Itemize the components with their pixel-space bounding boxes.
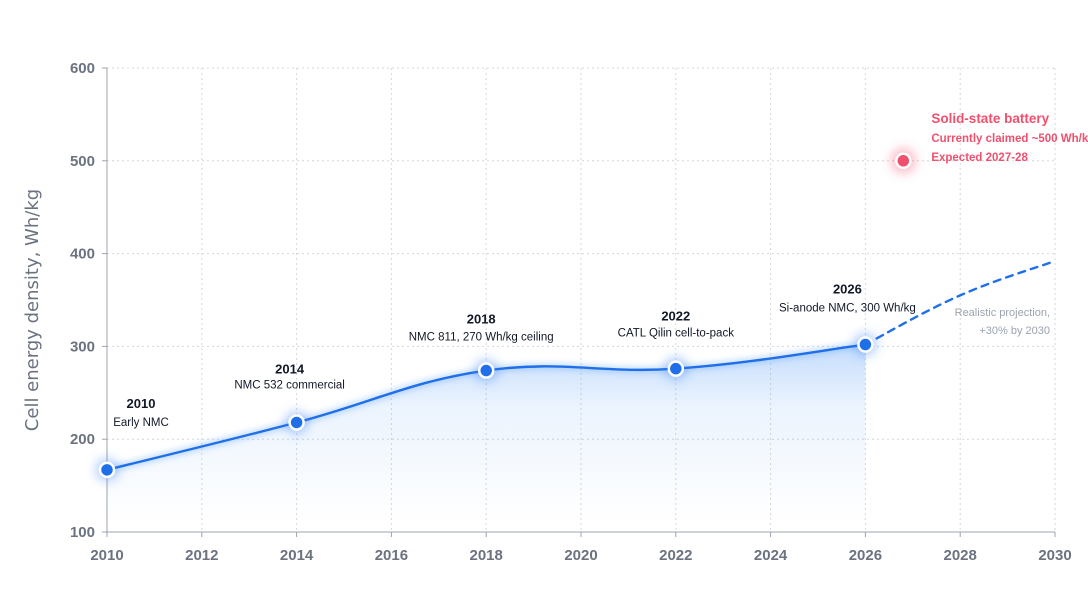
annotation-title: 2022	[661, 309, 690, 324]
x-tick-label: 2010	[90, 547, 123, 564]
annotation-subtitle: NMC 811, 270 Wh/kg ceiling	[409, 332, 554, 344]
y-tick-label: 400	[70, 246, 95, 263]
solid-state-point	[895, 152, 912, 170]
annotation-title: 2010	[127, 396, 156, 411]
y-tick-label: 100	[70, 524, 95, 541]
y-axis-title: Cell energy density, Wh/kg	[22, 189, 43, 431]
annotation-title: 2014	[275, 361, 305, 376]
y-tick-label: 300	[70, 338, 95, 355]
x-tick-label: 2014	[280, 547, 314, 564]
data-point	[477, 362, 495, 379]
annotation-subtitle: Early NMC	[113, 417, 169, 429]
annotations: Solid-state battery Currently claimed ~50…	[113, 111, 1088, 429]
data-point	[288, 414, 305, 431]
x-tick-label: 2018	[470, 547, 503, 564]
series-area	[107, 344, 866, 522]
x-tick-label: 2026	[849, 547, 882, 564]
annotation-title: 2018	[467, 312, 496, 327]
solid-state-title: Solid-state battery	[931, 111, 1049, 126]
annotation-subtitle: Si-anode NMC, 300 Wh/kg	[779, 303, 916, 315]
y-tick-label: 600	[70, 60, 95, 77]
x-tick-label: 2022	[659, 547, 692, 564]
y-tick-label: 500	[70, 153, 95, 170]
projection-line	[864, 259, 1057, 346]
x-tick-label: 2012	[185, 547, 218, 564]
data-point	[98, 461, 116, 479]
axes: 100 200 300 400 500 600 2010 2012 2014 2016 2018 20…	[22, 60, 1072, 564]
area-fill	[107, 344, 866, 522]
x-tick-label: 2020	[564, 547, 597, 564]
data-point	[857, 336, 874, 353]
annotation-title: 2026	[833, 282, 862, 297]
annotation-subtitle: NMC 532 commercial	[234, 379, 345, 391]
y-tick-label: 200	[70, 431, 95, 448]
x-tick-label: 2024	[754, 547, 788, 564]
annotation-subtitle: CATL Qilin cell-to-pack	[618, 328, 735, 340]
solid-state-line: Currently claimed ~500 Wh/kg	[931, 133, 1088, 145]
projection-label: Realistic projection,	[955, 307, 1050, 319]
x-tick-label: 2028	[944, 547, 977, 564]
solid-state-line: Expected 2027-28	[931, 152, 1028, 164]
projection-label: +30% by 2030	[979, 325, 1050, 337]
x-tick-label: 2030	[1038, 547, 1071, 564]
data-points	[95, 147, 917, 482]
x-tick-label: 2016	[375, 547, 408, 564]
data-point	[667, 360, 685, 377]
